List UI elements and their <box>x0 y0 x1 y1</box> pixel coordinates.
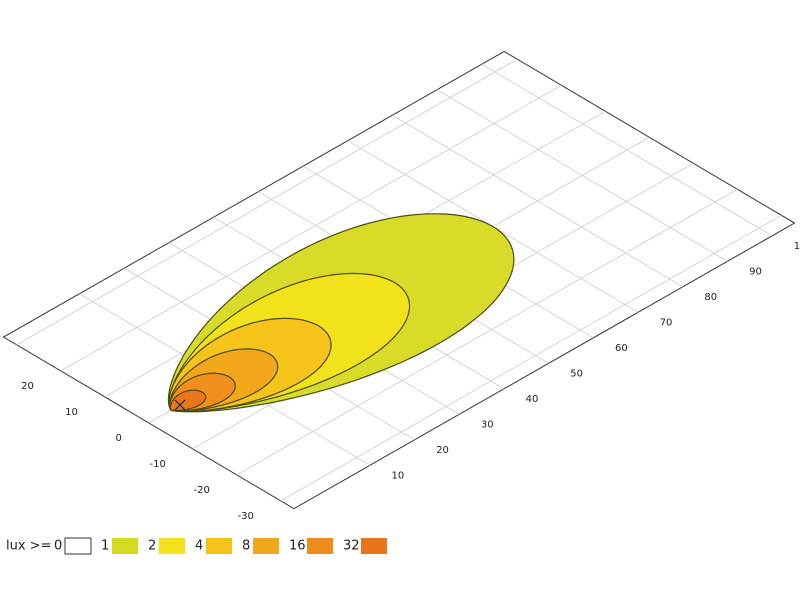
x-tick-label: 60 <box>615 343 628 354</box>
legend-swatch <box>112 538 138 554</box>
x-tick-label: 50 <box>570 369 583 380</box>
legend-swatch <box>361 538 387 554</box>
legend-swatch <box>307 538 333 554</box>
legend: lux >= 0 1 2 4 8 16 32 <box>6 537 387 555</box>
legend-label: 0 <box>54 539 62 554</box>
x-tick-label: 10 <box>392 471 405 482</box>
x-tick-label: 40 <box>526 394 539 405</box>
legend-swatch <box>64 537 92 555</box>
legend-label: 8 <box>242 539 250 554</box>
grid-line <box>236 188 738 476</box>
legend-label: 16 <box>289 539 306 554</box>
legend-swatch <box>206 538 232 554</box>
x-tick-label: 100 <box>794 241 800 252</box>
x-tick-label: 70 <box>660 318 673 329</box>
x-tick-label: 20 <box>436 445 449 456</box>
grid-line <box>280 214 782 502</box>
y-tick-label: -10 <box>150 459 166 470</box>
y-tick-label: 0 <box>116 433 122 444</box>
legend-swatch <box>159 538 185 554</box>
y-tick-label: -20 <box>194 485 210 496</box>
x-tick-label: 90 <box>749 267 762 278</box>
y-tick-label: 10 <box>65 407 78 418</box>
legend-label: 32 <box>343 539 360 554</box>
y-tick-label: 20 <box>21 381 34 392</box>
light-source <box>174 399 186 411</box>
x-tick-label: 30 <box>481 420 494 431</box>
legend-label: 1 <box>101 539 109 554</box>
grid-line <box>60 84 562 372</box>
legend-title: lux >= <box>6 539 51 554</box>
legend-swatch <box>253 538 279 554</box>
x-tick-label: 80 <box>704 292 717 303</box>
legend-label: 4 <box>195 539 203 554</box>
legend-label: 2 <box>148 539 156 554</box>
y-tick-label: -30 <box>238 511 254 522</box>
grid-line <box>16 58 518 346</box>
